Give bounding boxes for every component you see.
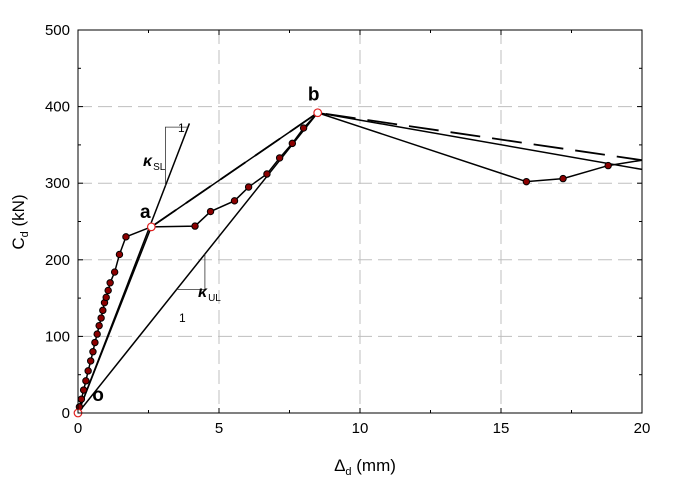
x-axis-unit: (mm) (352, 456, 396, 475)
y-tick-labels: 0 100 200 300 400 500 (45, 22, 70, 422)
data-point (604, 161, 612, 170)
x-tick-labels: 0 5 10 15 20 (74, 420, 651, 437)
data-point (77, 395, 86, 403)
key-point-b (313, 108, 323, 118)
y-tick-label: 500 (45, 22, 70, 39)
data-point (288, 139, 297, 148)
kappa-ul-one: 1 (179, 311, 186, 325)
dashed-model-line (150, 111, 642, 228)
test-curve-line (78, 111, 642, 413)
plot-frame (77, 29, 643, 414)
series-lines (78, 111, 642, 413)
data-point (99, 306, 107, 315)
y-axis-subscript: d (19, 231, 31, 237)
data-point (91, 338, 99, 347)
stiffness-line-ul (78, 112, 319, 413)
data-point (122, 233, 130, 241)
key-point-label-b: b (308, 85, 320, 106)
key-point-label-o: o (92, 385, 104, 406)
x-axis-title: Δd (mm) (334, 456, 396, 478)
data-point (522, 177, 531, 186)
kappa-ul-label: κUL (198, 284, 221, 304)
kappa-sl-subscript: SL (153, 162, 166, 173)
x-tick-label: 5 (215, 420, 223, 437)
x-axis-symbol: Δ (334, 456, 345, 475)
grid (78, 30, 642, 413)
x-tick-label: 15 (493, 420, 510, 437)
data-point (86, 357, 95, 365)
data-point (93, 330, 101, 338)
data-point (84, 367, 92, 375)
y-tick-label: 300 (45, 175, 70, 192)
data-point (102, 293, 110, 302)
test-markers (75, 124, 612, 411)
data-point (263, 170, 271, 178)
data-point (206, 207, 215, 216)
x-tick-label: 10 (352, 420, 369, 437)
y-tick-label: 200 (45, 252, 70, 269)
x-tick-label: 0 (74, 420, 82, 437)
slope-triangles (165, 126, 206, 290)
x-tick-label: 20 (634, 420, 651, 437)
data-point (110, 268, 119, 276)
data-point (82, 377, 90, 385)
data-point (299, 124, 308, 132)
kappa-sl-symbol: κ (143, 153, 153, 170)
key-point-a (146, 222, 156, 232)
data-point (79, 386, 88, 394)
kappa-sl-one: 1 (178, 121, 185, 135)
key-points: o a b (73, 85, 323, 418)
y-tick-label: 400 (45, 99, 70, 116)
data-point (244, 183, 253, 191)
slope-triangle-sl (165, 126, 188, 186)
y-axis-unit: (kN) (9, 194, 28, 231)
y-tick-label: 0 (62, 405, 70, 422)
kappa-ul-symbol: κ (198, 284, 208, 301)
data-point (95, 321, 103, 330)
y-axis-title: Cd (kN) (9, 194, 31, 249)
data-point (89, 348, 97, 356)
data-point (106, 279, 114, 287)
kappa-ul-subscript: UL (208, 293, 221, 304)
data-point (275, 154, 284, 162)
kappa-sl-label: κSL (143, 153, 166, 173)
x-axis-subscript: d (345, 466, 351, 478)
data-point (559, 174, 567, 183)
slope-triangle-ul (176, 254, 206, 290)
key-point-label-a: a (140, 202, 151, 223)
data-point (230, 197, 239, 205)
data-point (104, 286, 112, 295)
y-tick-label: 100 (45, 328, 70, 345)
data-point (115, 250, 124, 259)
data-point (97, 314, 105, 322)
y-axis-symbol: C (9, 237, 28, 249)
data-point (191, 222, 199, 230)
